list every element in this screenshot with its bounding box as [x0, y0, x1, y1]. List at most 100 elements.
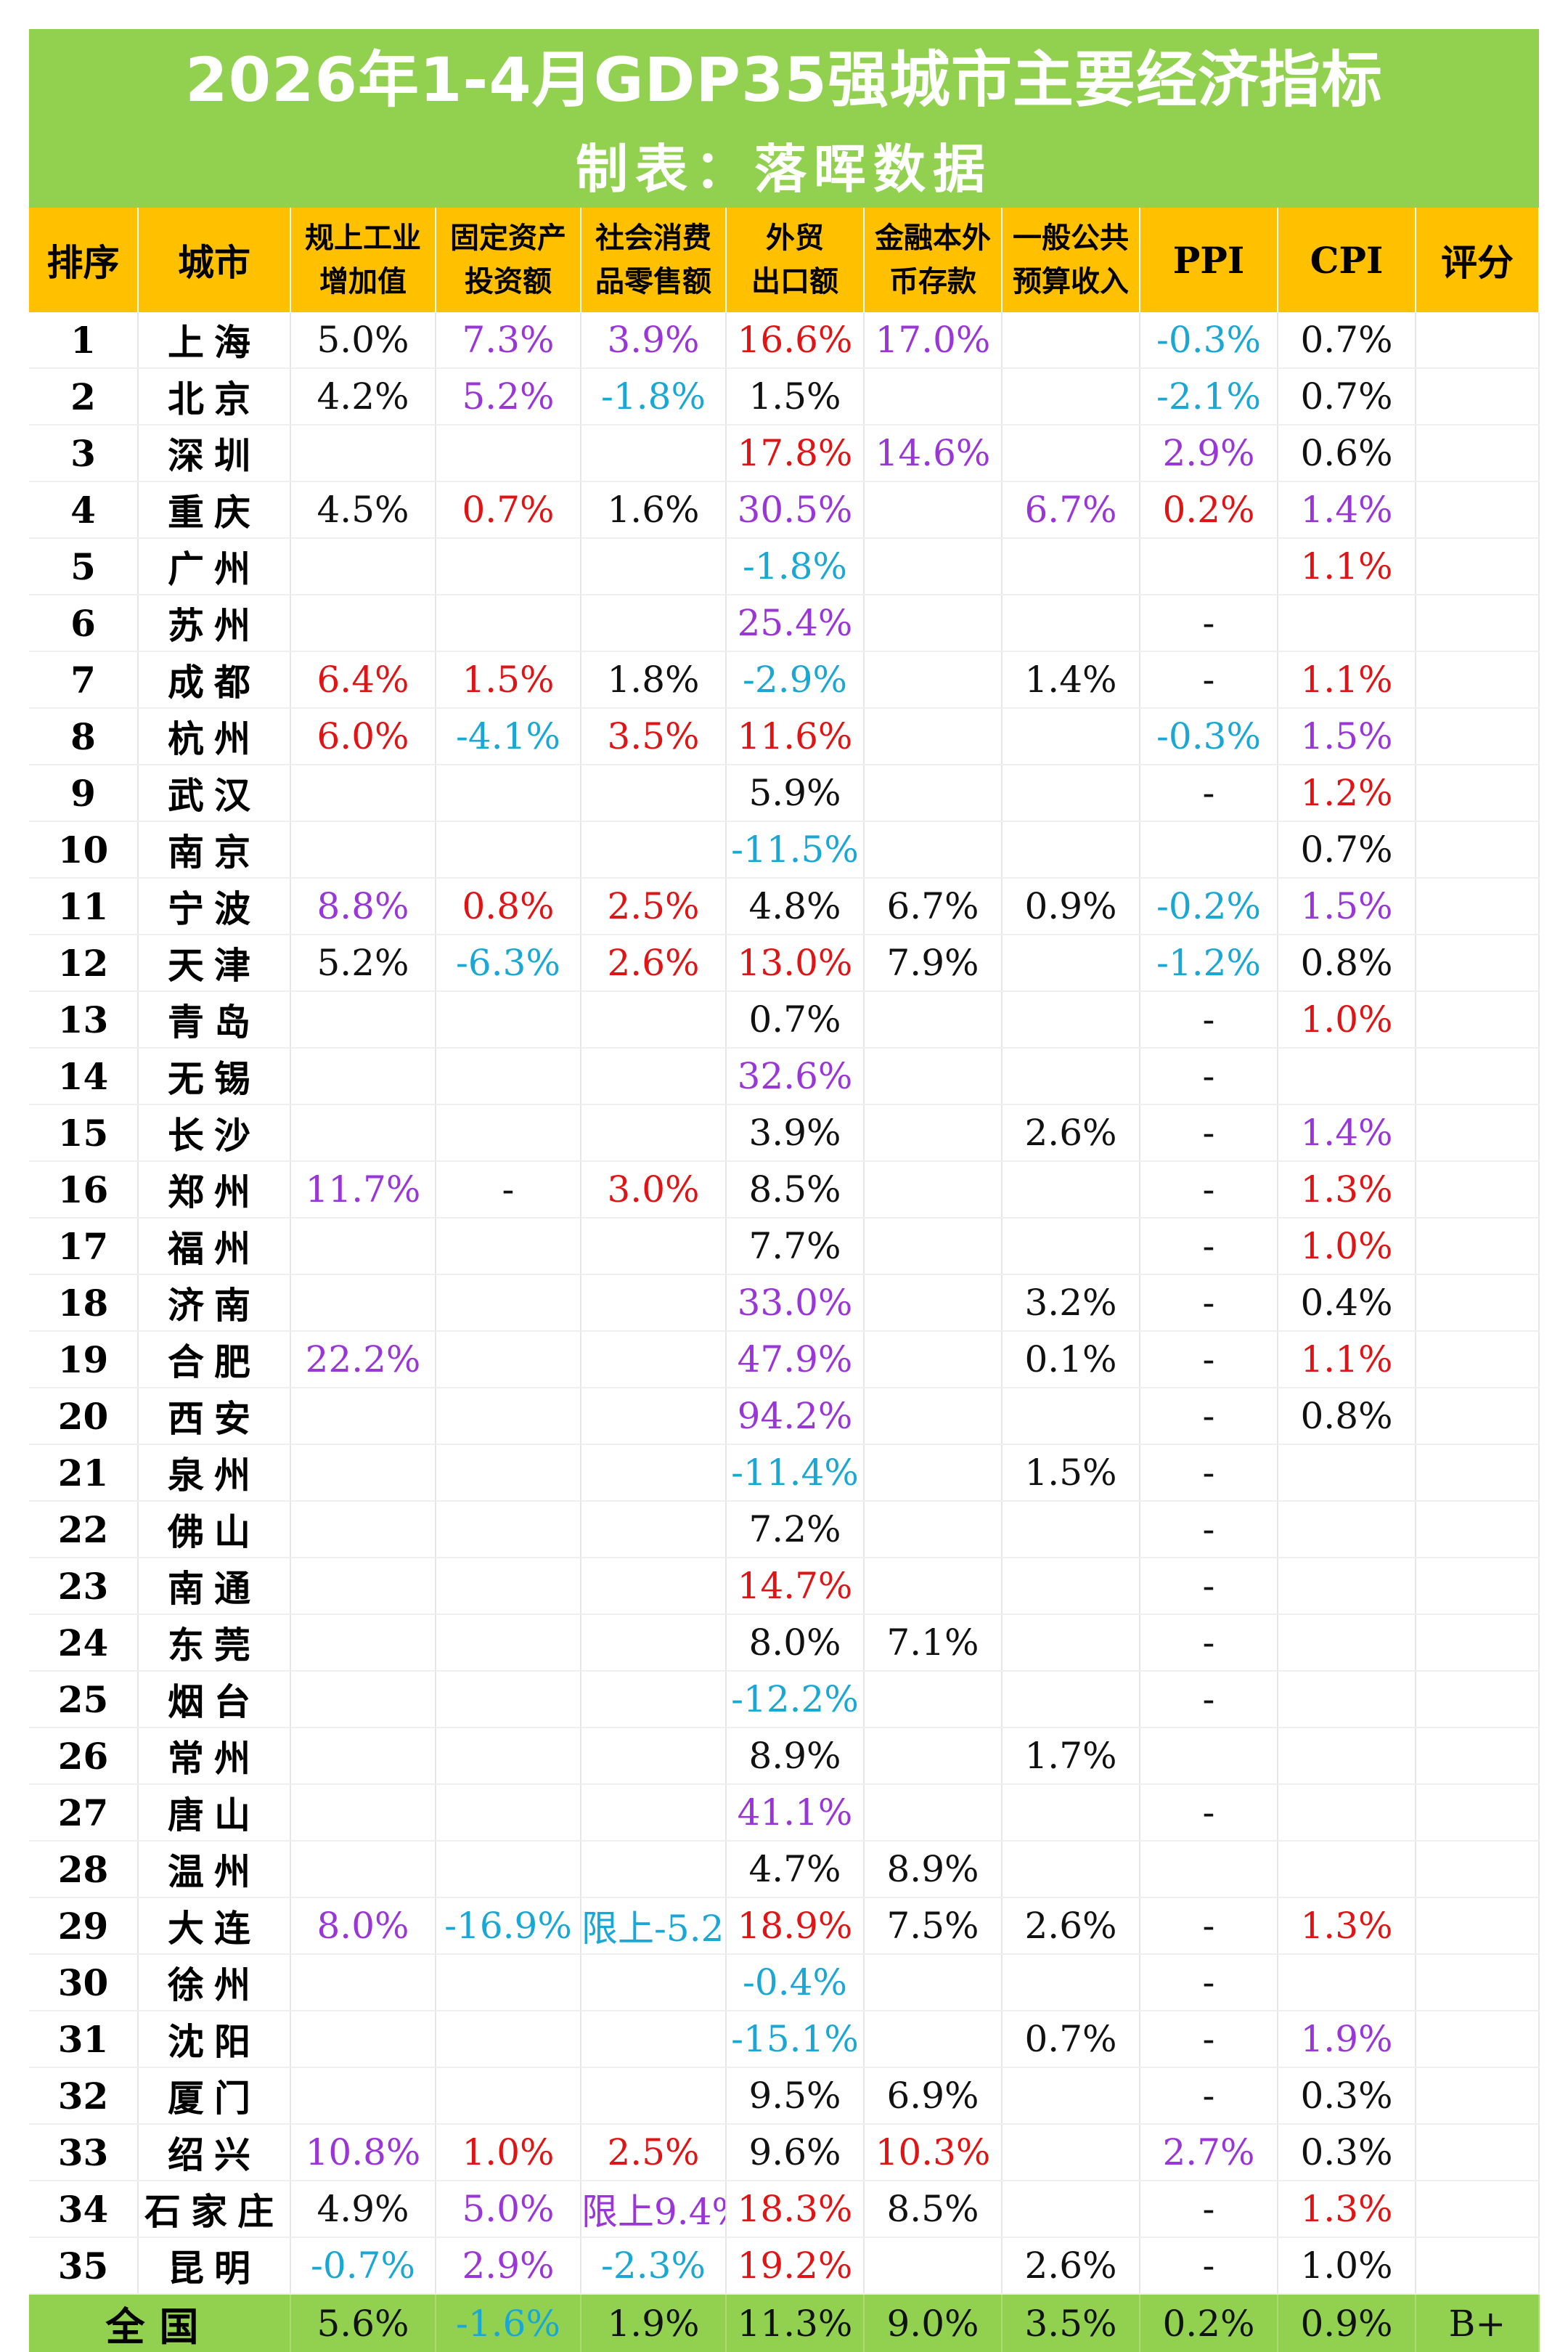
investment-cell: - — [436, 1161, 581, 1218]
retail-cell: 2.5% — [581, 2124, 727, 2181]
industry-cell: 6.0% — [290, 708, 436, 765]
investment-cell — [436, 1728, 581, 1785]
cpi-cell — [1278, 1558, 1416, 1615]
ppi-cell — [1140, 1728, 1278, 1785]
score-cell — [1416, 651, 1540, 709]
indicator-table: 排序 城市 规上工业 增加值 固定资产 投资额 社会消费 品零售额 外贸 出口额 金融本… — [29, 208, 1540, 2352]
score-cell — [1416, 1161, 1540, 1218]
ppi-cell: - — [1140, 1954, 1278, 2011]
trade-cell: 3.9% — [726, 1104, 865, 1162]
investment-cell — [436, 538, 581, 595]
deposit-cell — [864, 991, 1003, 1049]
city-cell: 苏州 — [138, 595, 291, 652]
rank-cell: 3 — [29, 425, 139, 482]
investment-cell — [436, 1784, 581, 1842]
rank-cell: 24 — [29, 1614, 139, 1672]
rank-cell: 2 — [29, 368, 139, 426]
city-cell: 无锡 — [138, 1048, 291, 1105]
trade-cell: 18.9% — [726, 1897, 865, 1955]
city-cell: 昆明 — [138, 2237, 291, 2295]
score-cell — [1416, 1897, 1540, 1955]
header-ppi: PPI — [1140, 208, 1278, 312]
city-cell: 南京 — [138, 821, 291, 879]
retail-cell — [581, 595, 727, 652]
rank-cell: 7 — [29, 651, 139, 709]
cpi-cell: 1.0% — [1278, 1218, 1416, 1275]
industry-cell — [290, 2011, 436, 2068]
retail-cell: 限上9.4% — [581, 2181, 727, 2238]
deposit-cell: 14.6% — [864, 425, 1003, 482]
industry-cell — [290, 1218, 436, 1275]
retail-cell — [581, 1048, 727, 1105]
trade-cell: 5.9% — [726, 765, 865, 822]
ppi-cell: - — [1140, 1161, 1278, 1218]
industry-cell — [290, 1501, 436, 1558]
trade-cell: 16.6% — [726, 312, 865, 369]
retail-cell — [581, 425, 727, 482]
industry-cell — [290, 1671, 436, 1728]
score-cell — [1416, 2237, 1540, 2295]
table-row: 7 成都 6.4% 1.5% 1.8% -2.9% 1.4% -1.1% — [29, 651, 1540, 709]
cpi-cell: 0.3% — [1278, 2124, 1416, 2181]
retail-cell: 2.5% — [581, 878, 727, 935]
cpi-cell — [1278, 1784, 1416, 1842]
score-cell — [1416, 1501, 1540, 1558]
table-row: 8 杭州 6.0% -4.1% 3.5% 11.6% -0.3% 1.5% — [29, 708, 1540, 765]
budget-cell: 0.7% — [1002, 2011, 1140, 2068]
investment-cell — [436, 2011, 581, 2068]
total-budget-cell: 3.5% — [1002, 2294, 1140, 2352]
rank-cell: 1 — [29, 312, 139, 369]
trade-cell: -11.4% — [726, 1444, 865, 1502]
score-cell — [1416, 1614, 1540, 1672]
table-row: 21 泉州 -11.4% 1.5% - — [29, 1444, 1540, 1502]
investment-cell: 0.8% — [436, 878, 581, 935]
retail-cell: -1.8% — [581, 368, 727, 426]
trade-cell: -11.5% — [726, 821, 865, 879]
deposit-cell: 6.9% — [864, 2067, 1003, 2125]
page-title: 2026年1-4月GDP35强城市主要经济指标 — [185, 44, 1383, 115]
retail-cell — [581, 1501, 727, 1558]
table-row: 3 深圳 17.8% 14.6% 2.9% 0.6% — [29, 425, 1540, 482]
trade-cell: 33.0% — [726, 1274, 865, 1332]
score-cell — [1416, 1558, 1540, 1615]
rank-cell: 27 — [29, 1784, 139, 1842]
ppi-cell: - — [1140, 1388, 1278, 1445]
investment-cell — [436, 1274, 581, 1332]
ppi-cell: - — [1140, 1274, 1278, 1332]
deposit-cell — [864, 1218, 1003, 1275]
retail-cell: -2.3% — [581, 2237, 727, 2295]
investment-cell — [436, 1954, 581, 2011]
cpi-cell: 1.1% — [1278, 651, 1416, 709]
table-row: 2 北京 4.2% 5.2% -1.8% 1.5% -2.1% 0.7% — [29, 368, 1540, 426]
rank-cell: 25 — [29, 1671, 139, 1728]
trade-cell: 32.6% — [726, 1048, 865, 1105]
cpi-cell — [1278, 1048, 1416, 1105]
budget-cell — [1002, 765, 1140, 822]
city-cell: 烟台 — [138, 1671, 291, 1728]
budget-cell — [1002, 425, 1140, 482]
ppi-cell — [1140, 538, 1278, 595]
trade-cell: 0.7% — [726, 991, 865, 1049]
score-cell — [1416, 368, 1540, 426]
deposit-cell: 7.5% — [864, 1897, 1003, 1955]
industry-cell — [290, 538, 436, 595]
table-row: 4 重庆 4.5% 0.7% 1.6% 30.5% 6.7% 0.2% 1.4% — [29, 481, 1540, 539]
retail-cell: 1.6% — [581, 481, 727, 539]
cpi-cell — [1278, 1728, 1416, 1785]
rank-cell: 35 — [29, 2237, 139, 2295]
retail-cell — [581, 1671, 727, 1728]
budget-cell: 2.6% — [1002, 1897, 1140, 1955]
investment-cell — [436, 2067, 581, 2125]
city-cell: 宁波 — [138, 878, 291, 935]
city-cell: 徐州 — [138, 1954, 291, 2011]
rank-cell: 31 — [29, 2011, 139, 2068]
trade-cell: 11.6% — [726, 708, 865, 765]
deposit-cell: 10.3% — [864, 2124, 1003, 2181]
budget-cell — [1002, 1501, 1140, 1558]
industry-cell: 6.4% — [290, 651, 436, 709]
investment-cell: 7.3% — [436, 312, 581, 369]
city-cell: 东莞 — [138, 1614, 291, 1672]
ppi-cell: 2.9% — [1140, 425, 1278, 482]
cpi-cell: 0.7% — [1278, 821, 1416, 879]
